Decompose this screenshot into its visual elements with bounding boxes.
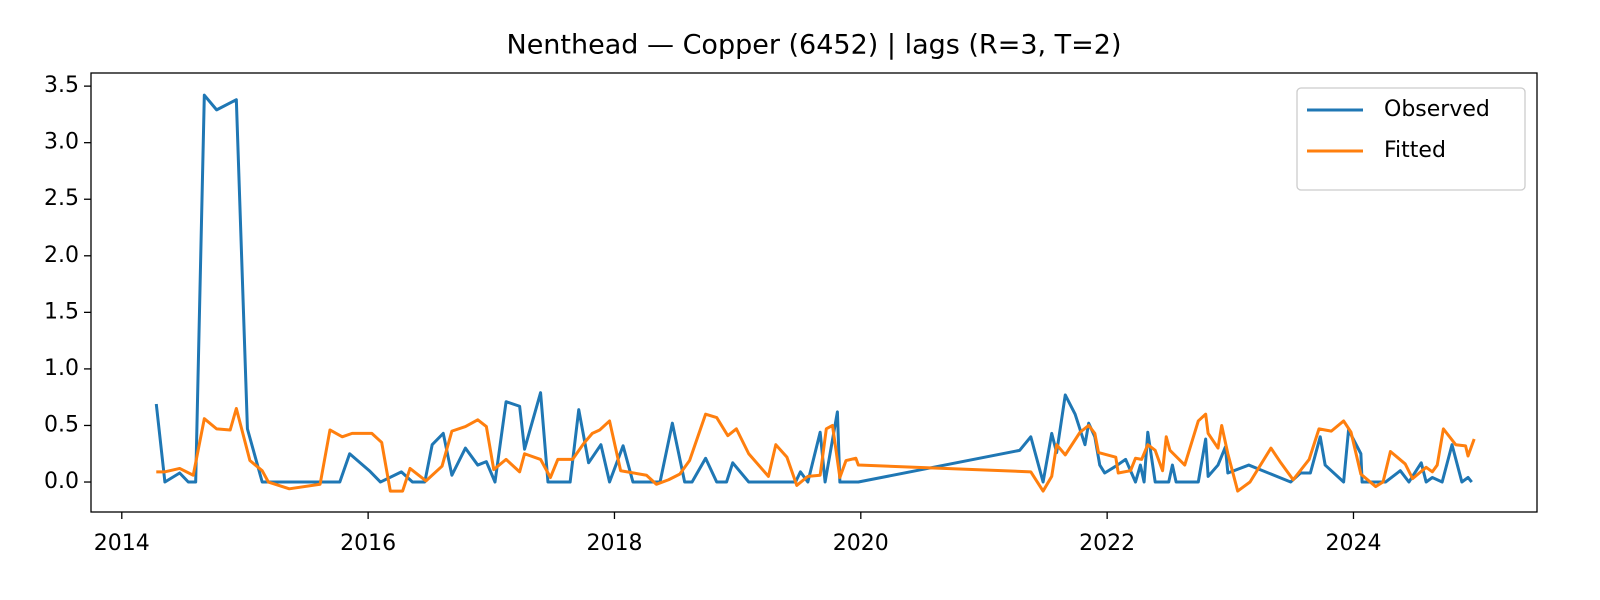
legend-label: Fitted [1384, 138, 1446, 163]
x-tick-label: 2016 [340, 531, 396, 556]
series-line [156, 407, 1476, 493]
y-tick-label: 2.5 [44, 186, 79, 211]
y-tick-label: 0.5 [44, 412, 79, 437]
x-tick-label: 2024 [1325, 531, 1381, 556]
x-tick-label: 2018 [586, 531, 642, 556]
y-tick-label: 1.5 [44, 299, 79, 324]
y-tick-label: 3.0 [44, 130, 79, 155]
x-tick-label: 2022 [1079, 531, 1135, 556]
y-tick-label: 0.0 [44, 469, 79, 494]
series-line [154, 93, 1473, 484]
y-tick-label: 3.5 [44, 73, 79, 98]
plot-frame [90, 72, 1538, 513]
chart-title: Nenthead — Copper (6452) | lags (R=3, T=… [507, 30, 1122, 61]
y-tick-label: 2.0 [44, 243, 79, 268]
legend-box [1296, 87, 1526, 191]
x-tick-label: 2014 [94, 531, 150, 556]
y-tick-label: 1.0 [44, 356, 79, 381]
legend-label: Observed [1384, 97, 1490, 122]
x-tick-label: 2020 [833, 531, 889, 556]
